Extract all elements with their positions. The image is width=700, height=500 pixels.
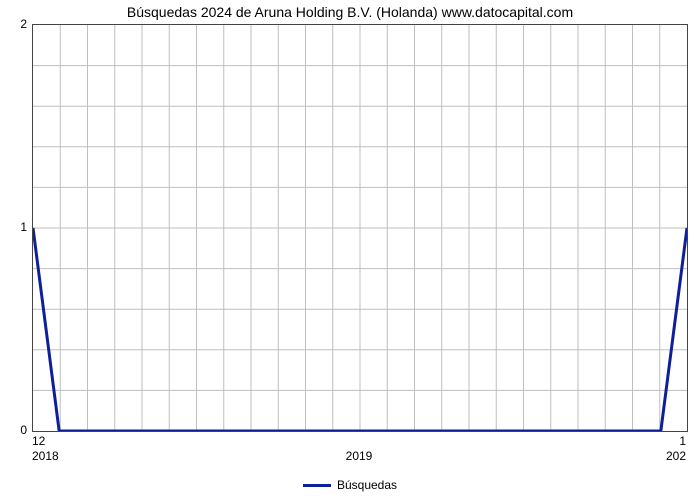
legend-swatch (303, 484, 331, 487)
plot-area (32, 24, 688, 432)
x-tick-label: 2019 (346, 449, 373, 463)
x-tick-label: 12 (32, 434, 45, 448)
y-tick-label: 0 (20, 423, 27, 437)
x-tick-label: 202 (666, 449, 686, 463)
chart-title: Búsquedas 2024 de Aruna Holding B.V. (Ho… (0, 4, 700, 20)
y-tick-label: 2 (20, 17, 27, 31)
legend: Búsquedas (0, 478, 700, 492)
x-tick-label: 2018 (32, 449, 59, 463)
chart-svg (33, 25, 687, 431)
line-chart: Búsquedas 2024 de Aruna Holding B.V. (Ho… (0, 0, 700, 500)
legend-label: Búsquedas (337, 478, 397, 492)
y-tick-label: 1 (20, 220, 27, 234)
x-tick-label: 1 (679, 434, 686, 448)
